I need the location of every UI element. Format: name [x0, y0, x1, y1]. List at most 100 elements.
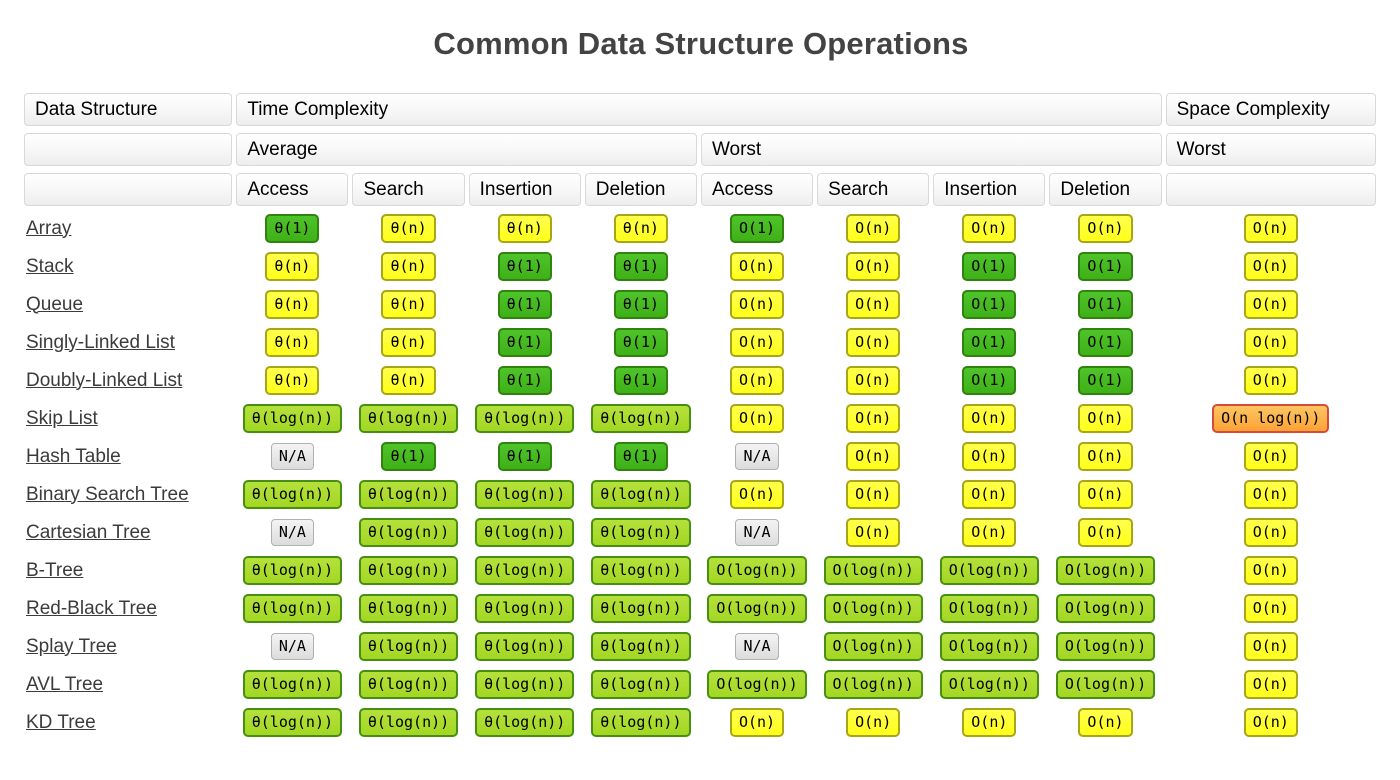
data-structure-link[interactable]: Hash Table — [26, 445, 121, 467]
complexity-badge-yellowgreen: O(log(n)) — [823, 632, 923, 661]
complexity-badge-yellow: θ(n) — [381, 366, 436, 395]
complexity-cell: O(n) — [1166, 327, 1376, 358]
table-row: Stack θ(n) θ(n) θ(1) θ(1) O(n) O(n) O(1) O(1) O(n… — [24, 251, 1376, 282]
data-structure-link[interactable]: Binary Search Tree — [26, 483, 189, 505]
complexity-cell: O(n) — [701, 327, 813, 358]
complexity-badge-yellow: O(n) — [962, 214, 1017, 243]
data-structure-link[interactable]: Cartesian Tree — [26, 521, 151, 543]
table-row: Cartesian Tree N/A θ(log(n)) θ(log(n)) θ(log… — [24, 517, 1376, 548]
complexity-badge-yellowgreen: θ(log(n)) — [358, 404, 459, 433]
complexity-cell: O(n) — [817, 251, 929, 282]
complexity-cell: θ(log(n)) — [236, 669, 348, 700]
complexity-badge-yellowgreen: θ(log(n)) — [358, 518, 459, 547]
data-structure-link[interactable]: B-Tree — [26, 559, 84, 581]
complexity-cell: θ(log(n)) — [585, 593, 697, 624]
table-header: Data Structure Time Complexity Space Com… — [24, 93, 1376, 206]
complexity-cell: O(n) — [817, 707, 929, 738]
complexity-badge-yellow: O(n) — [846, 328, 901, 357]
complexity-cell: θ(1) — [469, 251, 581, 282]
table-body: Array θ(1) θ(n) θ(n) θ(n) O(1) O(n) O(n) O(n) O(n… — [24, 213, 1376, 738]
data-structure-link[interactable]: Stack — [26, 255, 74, 277]
complexity-badge-yellow: θ(n) — [265, 252, 320, 281]
complexity-badge-green: θ(1) — [613, 442, 668, 471]
data-structure-link[interactable]: Array — [26, 217, 72, 239]
complexity-badge-yellowgreen: O(log(n)) — [823, 556, 923, 585]
complexity-badge-green: O(1) — [1078, 328, 1133, 357]
row-label-cell: Queue — [24, 289, 232, 320]
complexity-cell: O(n) — [817, 517, 929, 548]
complexity-cell: θ(n) — [469, 213, 581, 244]
table-row: Binary Search Tree θ(log(n)) θ(log(n)) θ(lo… — [24, 479, 1376, 510]
complexity-cell: O(n) — [701, 403, 813, 434]
complexity-cell: O(n) — [817, 213, 929, 244]
complexity-cell: θ(n) — [236, 365, 348, 396]
complexity-badge-yellow: O(n) — [962, 708, 1017, 737]
complexity-cell: O(n) — [933, 441, 1045, 472]
complexity-cell: θ(n) — [352, 213, 464, 244]
complexity-badge-yellow: O(n) — [729, 708, 785, 737]
complexity-badge-yellow: O(n) — [962, 442, 1017, 471]
data-structure-link[interactable]: Red-Black Tree — [26, 597, 157, 619]
complexity-cell: θ(log(n)) — [469, 707, 581, 738]
header-avg-insertion: Insertion — [468, 173, 581, 206]
complexity-badge-yellowgreen: θ(log(n)) — [242, 594, 343, 623]
complexity-badge-yellowgreen: θ(log(n)) — [358, 594, 459, 623]
complexity-badge-yellow: O(n) — [846, 442, 901, 471]
data-structure-link[interactable]: Doubly-Linked List — [26, 369, 183, 391]
complexity-cell: O(log(n)) — [933, 631, 1045, 662]
complexity-cell: θ(n) — [585, 213, 697, 244]
data-structure-link[interactable]: AVL Tree — [26, 673, 104, 695]
row-label-cell: Skip List — [24, 403, 232, 434]
complexity-badge-yellowgreen: O(log(n)) — [939, 632, 1039, 661]
table-row: Skip List θ(log(n)) θ(log(n)) θ(log(n)) θ(lo… — [24, 403, 1376, 434]
data-structure-link[interactable]: Singly-Linked List — [26, 331, 175, 353]
complexity-cell: θ(log(n)) — [585, 707, 697, 738]
complexity-cell: O(1) — [933, 251, 1045, 282]
row-label-cell: Binary Search Tree — [24, 479, 232, 510]
complexity-cell: O(log(n)) — [701, 555, 813, 586]
header-average: Average — [236, 133, 697, 166]
complexity-badge-yellow: O(n) — [1243, 442, 1298, 471]
complexity-cell: O(n) — [933, 403, 1045, 434]
complexity-badge-green: O(1) — [962, 366, 1017, 395]
complexity-cell: O(n) — [701, 479, 813, 510]
complexity-badge-yellow: O(n) — [1243, 290, 1298, 319]
data-structure-link[interactable]: Skip List — [26, 407, 98, 429]
complexity-badge-yellowgreen: θ(log(n)) — [475, 556, 575, 585]
complexity-badge-yellow: O(n) — [729, 328, 785, 357]
table-row: KD Tree θ(log(n)) θ(log(n)) θ(log(n)) θ(log(… — [24, 707, 1376, 738]
page-title: Common Data Structure Operations — [433, 26, 969, 61]
complexity-cell: θ(log(n)) — [352, 707, 464, 738]
complexity-badge-yellowgreen: O(log(n)) — [707, 556, 807, 585]
data-structure-link[interactable]: Queue — [26, 293, 84, 315]
complexity-badge-gray: N/A — [270, 443, 314, 470]
complexity-badge-yellowgreen: θ(log(n)) — [591, 556, 691, 585]
data-structure-link[interactable]: KD Tree — [26, 711, 96, 733]
complexity-cell: O(n) — [933, 707, 1045, 738]
complexity-cell: N/A — [701, 441, 813, 472]
complexity-badge-green: θ(1) — [613, 366, 668, 395]
complexity-cell: O(n) — [1166, 213, 1376, 244]
data-structure-link[interactable]: Splay Tree — [26, 635, 117, 657]
header-data-structure: Data Structure — [24, 93, 233, 126]
complexity-badge-yellow: O(n) — [1243, 556, 1298, 585]
table-row: Splay Tree N/A θ(log(n)) θ(log(n)) θ(log(n))… — [24, 631, 1376, 662]
complexity-cell: O(n) — [817, 327, 929, 358]
row-label-cell: Singly-Linked List — [24, 327, 232, 358]
row-label-cell: Red-Black Tree — [24, 593, 232, 624]
complexity-badge-yellowgreen: O(log(n)) — [1055, 594, 1156, 623]
complexity-cell: θ(log(n)) — [585, 403, 697, 434]
complexity-cell: θ(log(n)) — [352, 479, 464, 510]
complexity-cell: O(log(n)) — [1049, 669, 1161, 700]
header-row-groups: Data Structure Time Complexity Space Com… — [24, 93, 1376, 126]
row-label-cell: Doubly-Linked List — [24, 365, 232, 396]
complexity-cell: θ(log(n)) — [352, 517, 464, 548]
complexity-cell: θ(log(n)) — [469, 593, 581, 624]
header-time-complexity: Time Complexity — [236, 93, 1162, 126]
complexity-badge-yellowgreen: θ(log(n)) — [475, 518, 575, 547]
complexity-badge-yellowgreen: θ(log(n)) — [358, 556, 459, 585]
complexity-badge-yellowgreen: θ(log(n)) — [475, 708, 575, 737]
row-label-cell: Hash Table — [24, 441, 232, 472]
complexity-badge-yellow: θ(n) — [381, 252, 436, 281]
header-avg-search: Search — [352, 173, 465, 206]
